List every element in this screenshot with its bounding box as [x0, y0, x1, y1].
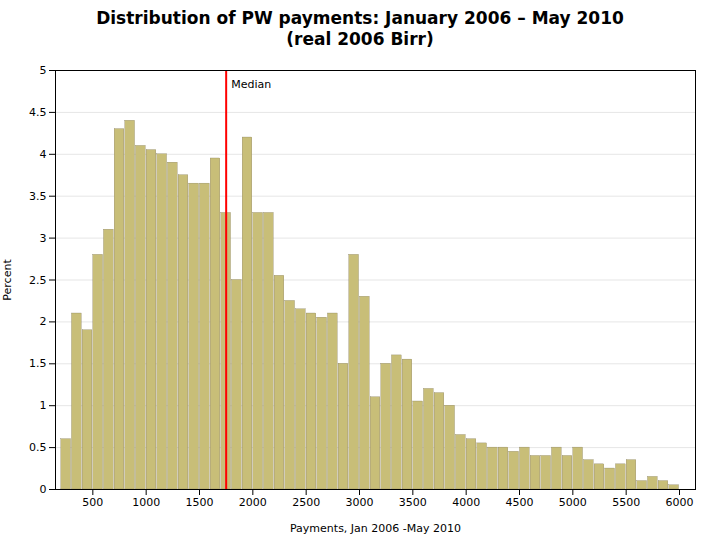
- svg-text:1: 1: [40, 399, 47, 412]
- svg-text:Median: Median: [231, 78, 271, 91]
- svg-text:Payments, Jan 2006 -May 2010: Payments, Jan 2006 -May 2010: [290, 521, 461, 534]
- svg-text:0.5: 0.5: [29, 441, 47, 454]
- svg-text:3.5: 3.5: [29, 189, 47, 202]
- svg-text:3: 3: [40, 231, 47, 244]
- svg-text:6000: 6000: [666, 496, 694, 509]
- svg-text:3500: 3500: [399, 496, 427, 509]
- svg-text:1000: 1000: [132, 496, 160, 509]
- svg-text:5: 5: [40, 64, 47, 77]
- svg-text:1.5: 1.5: [29, 357, 47, 370]
- svg-text:2: 2: [40, 315, 47, 328]
- svg-text:4500: 4500: [506, 496, 534, 509]
- svg-text:4.5: 4.5: [29, 105, 47, 118]
- svg-text:3000: 3000: [346, 496, 374, 509]
- html-text:Distribution of PW payments: J: Distribution of PW payments: January 200…: [96, 8, 624, 50]
- svg-text:5000: 5000: [559, 496, 587, 509]
- svg-text:4: 4: [40, 147, 47, 160]
- svg-text:2500: 2500: [292, 496, 320, 509]
- svg-text:500: 500: [82, 496, 103, 509]
- svg-text:1500: 1500: [186, 496, 214, 509]
- svg-text:2000: 2000: [239, 496, 267, 509]
- svg-text:2.5: 2.5: [29, 273, 47, 286]
- svg-text:Percent: Percent: [1, 258, 14, 300]
- svg-text:0: 0: [40, 483, 47, 496]
- svg-text:5500: 5500: [612, 496, 640, 509]
- svg-text:4000: 4000: [452, 496, 480, 509]
